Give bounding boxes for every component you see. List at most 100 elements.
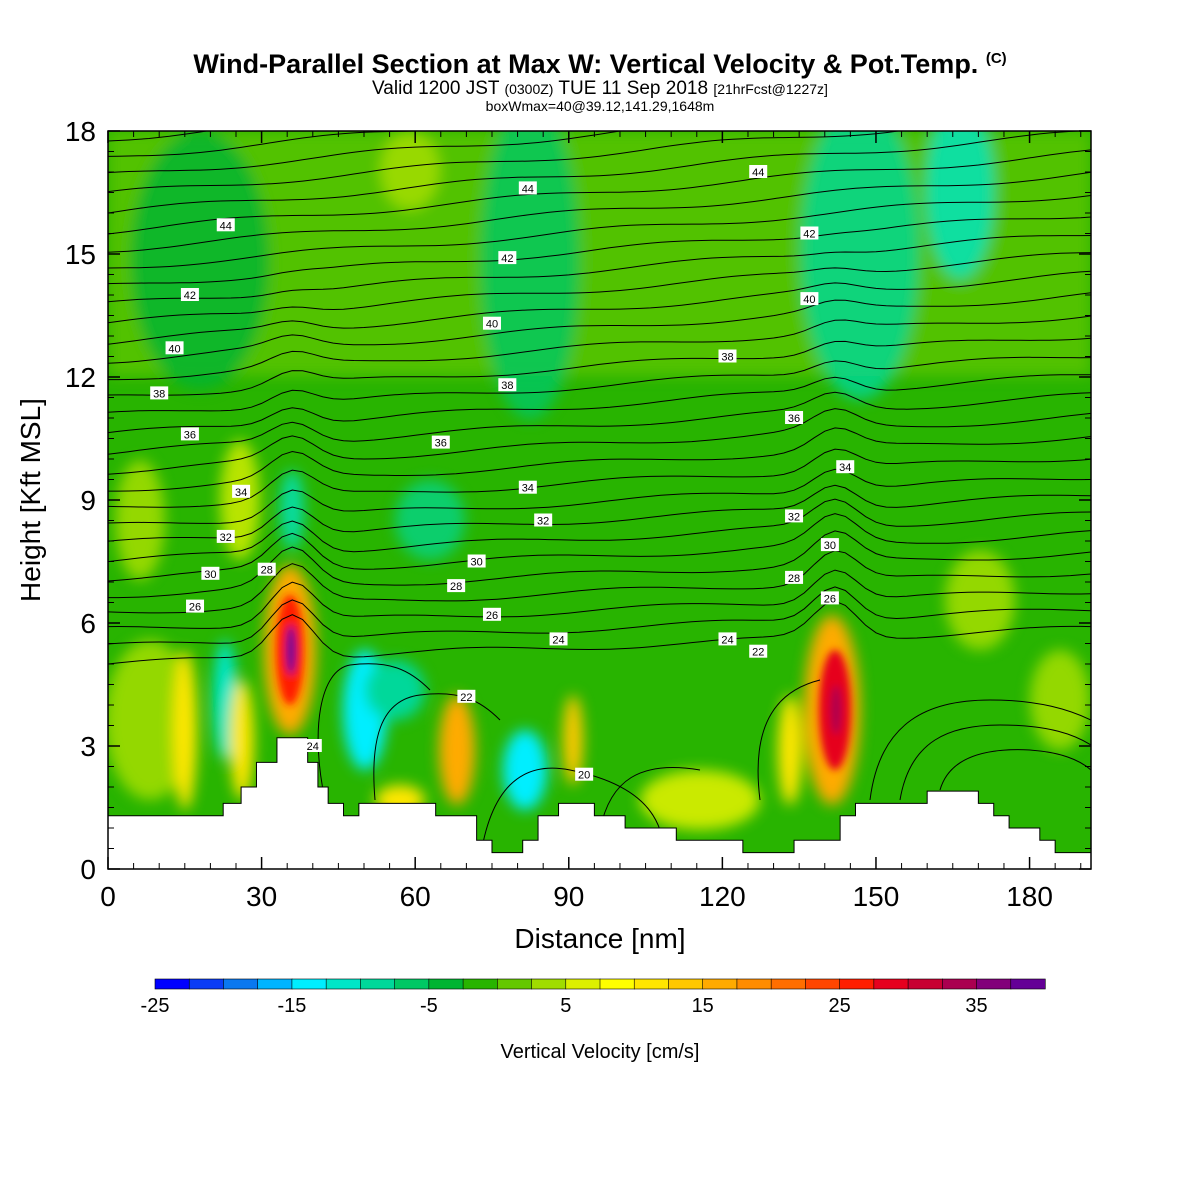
downdraft-cell	[395, 480, 465, 560]
updraft-patch	[1030, 650, 1090, 750]
vertical-velocity-field: 44 42 40 38 36 34 32 30 28 26 44 42 40 38 36 34 32 30 28 26…	[108, 131, 1091, 869]
theta-contour-label-text: 22	[460, 692, 472, 704]
theta-contour-line	[108, 356, 1091, 413]
potential-temperature-contours	[108, 131, 1091, 665]
downdraft-patch	[800, 131, 920, 400]
downdraft-patch	[925, 131, 995, 280]
theta-contour-label: 28	[785, 570, 804, 585]
theta-contour-label: 28	[447, 579, 466, 593]
theta-contour-label-bg	[431, 435, 450, 449]
theta-contour-label: 24	[303, 739, 322, 753]
y-tick-label: 12	[65, 362, 96, 393]
potential-temperature-lower-contours	[317, 663, 1091, 861]
theta-contour-label-text: 20	[578, 770, 590, 782]
theta-contour-label-text: 30	[824, 540, 836, 552]
chart-subtitle: Valid 1200 JST (0300Z) TUE 11 Sep 2018 […	[0, 79, 1200, 99]
theta-contour-label-text: 28	[450, 581, 462, 593]
theta-contour-line	[108, 586, 1091, 645]
theta-contour-label-bg	[303, 739, 322, 752]
theta-contour-label-bg	[575, 767, 594, 781]
theta-contour-label-bg	[785, 509, 804, 523]
colorbar-tick-label: -25	[141, 995, 170, 1017]
theta-contour-label-text: 36	[184, 429, 196, 441]
colorbar-swatch	[497, 978, 533, 990]
theta-contour-label-text: 32	[788, 511, 800, 523]
theta-contour-label-text: 36	[788, 413, 800, 425]
theta-contour-label: 34	[836, 460, 855, 474]
theta-contour-label-text: 26	[824, 593, 836, 605]
theta-contour-label-bg	[180, 427, 199, 441]
colorbar-swatch	[702, 978, 738, 990]
theta-contour-line	[108, 131, 624, 174]
colorbar-swatch	[565, 978, 601, 990]
theta-contour-line	[108, 600, 1091, 665]
colorbar-swatch	[154, 978, 190, 990]
colorbar-swatch	[976, 978, 1012, 990]
updraft-cell	[439, 695, 475, 805]
theta-contour-label-bg	[216, 218, 235, 232]
updraft-cell	[563, 695, 583, 785]
theta-contour-label-text: 38	[501, 380, 513, 392]
updraft-cell	[778, 695, 802, 805]
theta-contour-label-text: 26	[189, 602, 201, 614]
y-tick-label: 9	[80, 485, 96, 516]
theta-contour-line	[108, 448, 1091, 508]
theta-contour-label-text: 34	[839, 462, 851, 474]
theta-contour-label-bg	[749, 644, 768, 658]
terrain-shape	[108, 737, 1091, 869]
theta-contour-label-bg	[518, 480, 537, 494]
updraft-core-max	[831, 685, 841, 735]
colorbar-tick-label: 5	[560, 995, 571, 1017]
theta-contour-line	[108, 569, 1091, 629]
theta-contour-label-bg	[457, 689, 476, 703]
theta-contour-label: 36	[431, 435, 450, 450]
theta-contour-label-bg	[498, 251, 517, 265]
copyright-mark: (C)	[985, 50, 1007, 67]
theta-contour-label-text: 34	[235, 487, 247, 499]
theta-contour-low	[599, 767, 701, 831]
theta-contour-label: 44	[749, 165, 768, 179]
downdraft-cell	[280, 470, 304, 550]
theta-contour-label-bg	[820, 591, 839, 605]
theta-contour-line	[108, 131, 1091, 214]
y-tick-label: 3	[80, 731, 96, 762]
theta-contour-line	[108, 195, 1091, 269]
theta-contour-line	[108, 484, 1091, 542]
theta-contour-line	[108, 171, 1091, 253]
theta-contour-label-text: 32	[220, 532, 232, 544]
colorbar-label: Vertical Velocity [cm/s]	[501, 1041, 700, 1063]
theta-contour-label: 30	[201, 566, 220, 581]
theta-contour-line	[108, 131, 440, 157]
colorbar-swatch	[394, 978, 430, 990]
theta-contour-low	[869, 699, 1091, 801]
theta-contour-label: 30	[820, 538, 839, 552]
colorbar: -25 -15 -5 5 15 25 35	[141, 978, 1046, 1017]
theta-contour-line	[108, 315, 1091, 381]
theta-contour-label-text: 38	[721, 352, 733, 364]
theta-contour-line	[108, 513, 1091, 582]
theta-contour-label-text: 36	[435, 438, 447, 450]
theta-contour-label-bg	[482, 316, 501, 330]
x-tick-label: 150	[853, 881, 900, 912]
updraft-core-max	[286, 625, 296, 675]
theta-contour-label-bg	[482, 607, 501, 621]
x-tick-label: 60	[400, 881, 431, 912]
colorbar-tick-label: -15	[277, 995, 306, 1017]
colorbar-swatch	[770, 978, 806, 990]
chart-subtitle-box-wmax: boxWmax=40@39.12,141.29,1648m	[485, 98, 715, 114]
theta-contour-label-bg	[201, 566, 220, 580]
theta-contour-label: 42	[800, 226, 819, 241]
theta-contour-label-bg	[150, 386, 169, 400]
theta-contour-label-bg	[447, 579, 466, 593]
updraft-cell	[230, 680, 254, 800]
x-tick-label: 0	[100, 881, 116, 912]
theta-contour-line	[108, 131, 903, 193]
subtitle-utc: (0300Z)	[504, 81, 554, 97]
x-tick-label: 90	[553, 881, 584, 912]
theta-contour-line	[108, 252, 1091, 324]
downdraft-patch	[480, 131, 580, 420]
theta-contour-label: 34	[518, 480, 537, 495]
theta-contour-line	[108, 530, 1091, 599]
theta-contour-label-text: 42	[803, 229, 815, 241]
